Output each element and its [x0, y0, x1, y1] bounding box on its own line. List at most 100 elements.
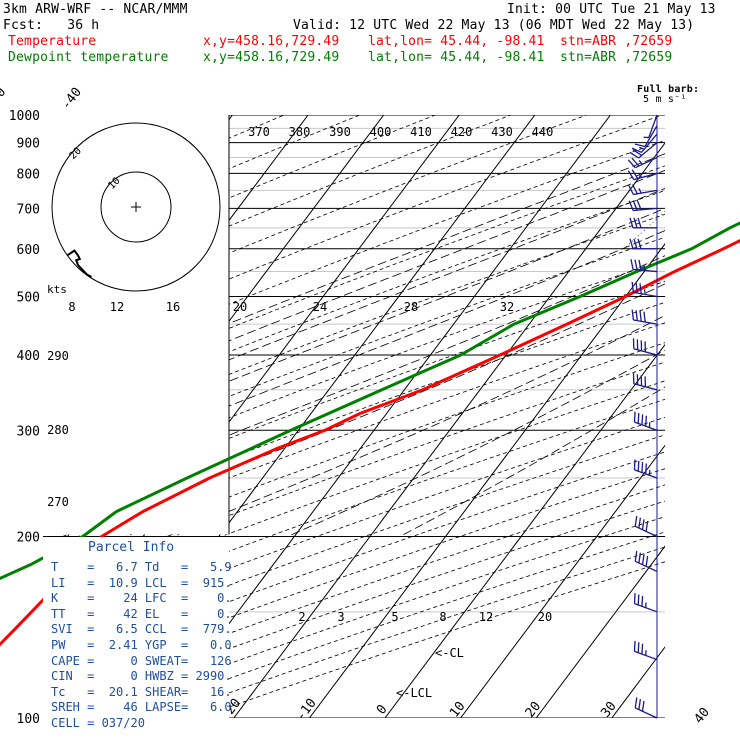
wind-barb [634, 550, 658, 573]
wind-barb-staff [633, 383, 658, 391]
theta-label: 280 [47, 423, 69, 437]
wind-barb-flag [633, 238, 638, 249]
dry-adiabat-line [43, 434, 665, 656]
wind-barb-flag [630, 259, 634, 270]
isotherm-label: 10 [447, 699, 468, 721]
theta-label: 430 [491, 125, 513, 139]
hodograph-units-label: kts [47, 283, 67, 296]
isotherm-label: -10 [294, 696, 320, 724]
wind-barb [628, 199, 658, 212]
dry-adiabat-line [43, 115, 664, 357]
wind-barb-flag [641, 643, 644, 655]
wind-barb-flag [634, 259, 638, 270]
model-title: 3km ARW-WRF -- NCAR/MMM [3, 2, 188, 17]
init-time: Init: 00 UTC Tue 21 May 13 [507, 2, 716, 17]
wind-barb [629, 142, 658, 159]
parcel-info-cell: CELL = 037/20 [51, 716, 145, 730]
wind-barb [634, 515, 658, 538]
speed-scale-label: 12 [110, 300, 124, 314]
theta-label: 400 [370, 125, 392, 139]
wind-barb-flag [641, 519, 645, 530]
wind-barb-staff [644, 125, 658, 147]
isotherm-line [384, 343, 665, 718]
wind-barb-flag [637, 412, 640, 424]
parcel-info-row: TT = 42 EL = 0. [51, 606, 232, 621]
wind-barb-flag [638, 517, 642, 529]
speed-scale-label: 16 [166, 300, 180, 314]
isotherm-label: 40 [692, 705, 713, 727]
dry-adiabat-line [43, 236, 665, 472]
wind-barb-flag [628, 184, 634, 195]
wind-barb-flag [627, 159, 636, 169]
valid-time: Valid: 12 UTC Wed 22 May 13 (06 MDT Wed … [293, 18, 695, 33]
wind-barb-flag [634, 697, 638, 708]
temperature-latlon: lat,lon= 45.44, -98.41 [368, 34, 545, 49]
parcel-info-row: LI = 10.9 LCL = 915. [51, 575, 232, 590]
parcel-info-row: T = 6.7 Td = 5.9 [51, 560, 232, 574]
isotherm-line [233, 142, 665, 718]
isotherm-line [0, 115, 6, 718]
mixing-ratio-line [623, 211, 665, 250]
isotherm-line [308, 243, 665, 718]
wind-barb-staff [633, 172, 658, 181]
wind-barb-half-flag [638, 188, 642, 194]
temperature-legend-label: Temperature [8, 34, 97, 49]
wind-barb-flag [637, 594, 640, 606]
mixing-ratio-label: 8 [439, 610, 446, 624]
wind-barb-flag [641, 700, 645, 712]
mixing-ratio-label: 3 [337, 610, 344, 624]
wind-barb-flag [633, 459, 636, 470]
temperature-xy: x,y=458.16,729.49 [203, 34, 340, 49]
dewpoint-latlon: lat,lon= 45.44, -98.41 [368, 50, 545, 65]
speed-scale-label: 8 [68, 300, 75, 314]
theta-label: 390 [329, 125, 351, 139]
wind-barb-flag [633, 411, 636, 423]
moist-adiabat-line [287, 349, 665, 537]
pressure-label: 700 [17, 202, 40, 217]
wind-barb-flag [628, 200, 634, 211]
wind-barb-flag [645, 463, 647, 474]
wind-barb-flag [629, 151, 639, 159]
wind-barb-flag [629, 217, 634, 229]
mixing-ratio-label: 12 [479, 610, 493, 624]
wind-barb [630, 259, 658, 273]
forecast-hour: Fcst: 36 h [3, 18, 100, 33]
dewpoint-station: stn=ABR ,72659 [560, 50, 673, 65]
wind-barb-half-flag [643, 265, 646, 271]
wind-barb-flag [629, 238, 634, 249]
wind-barb [633, 411, 658, 431]
hodograph-background [43, 115, 229, 535]
moist-adiabat-line [399, 386, 665, 537]
wind-barb-flag [634, 550, 638, 562]
parcel-info-row: K = 24 LFC = 0. [51, 591, 232, 606]
theta-label: 270 [47, 495, 69, 509]
wind-barb-staff [633, 348, 658, 356]
parcel-info-row: Tc = 20.1 SHEAR= 16. [51, 684, 232, 699]
pressure-label: 1000 [9, 109, 40, 124]
wind-barb-staff [634, 707, 658, 719]
wind-barb [631, 309, 658, 325]
wind-barb-staff [648, 114, 658, 138]
wind-barb-flag [635, 282, 638, 294]
dry-adiabat-line [43, 380, 665, 606]
wind-barb-flag [634, 515, 638, 527]
wind-barb-flag [633, 217, 638, 229]
isotherm-line [460, 444, 665, 718]
isotherm-line [157, 115, 611, 718]
lcl-annotation: <-LCL [396, 686, 432, 700]
wind-barb-flag [637, 460, 640, 472]
parcel-info-row: CAPE = 0 SWEAT= 126 [51, 653, 232, 668]
hodograph-ring [51, 122, 221, 292]
wind-barb-flag [638, 699, 642, 710]
wind-barb [627, 169, 658, 181]
dry-adiabat-line [43, 115, 361, 250]
pressure-label: 300 [17, 424, 40, 439]
pressure-label: 600 [17, 243, 40, 258]
wind-barb-flag [641, 554, 645, 565]
wind-barb [631, 281, 658, 298]
wind-barb [631, 133, 658, 153]
dry-adiabat-line [43, 468, 665, 688]
wind-barb [633, 459, 658, 479]
wind-barb-half-flag [638, 172, 643, 178]
wind-barb-flag [638, 552, 642, 564]
